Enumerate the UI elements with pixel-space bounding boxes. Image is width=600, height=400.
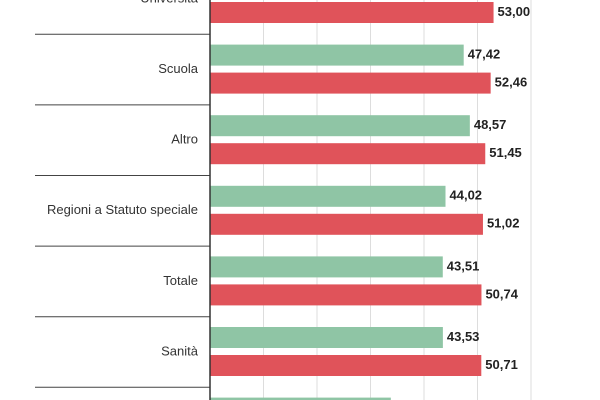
category-label: Altro <box>171 132 198 147</box>
bar <box>210 284 482 306</box>
category-label: Totale <box>163 273 198 288</box>
bar <box>210 397 391 400</box>
value-label: 50,71 <box>485 357 518 372</box>
value-label: 52,46 <box>495 75 528 90</box>
bar <box>210 44 464 66</box>
category-label: Scuola <box>158 61 199 76</box>
bar <box>210 355 482 376</box>
value-label: 44,02 <box>450 188 483 203</box>
value-label: 43,51 <box>447 258 480 273</box>
value-label: 48,57 <box>474 117 507 132</box>
value-label: 51,45 <box>489 145 522 160</box>
value-label: 50,74 <box>485 286 518 301</box>
category-label: Sanità <box>161 343 199 358</box>
value-label: 51,02 <box>487 216 520 231</box>
bar <box>210 256 443 278</box>
value-label: 53,00 <box>498 4 531 19</box>
bar <box>210 72 491 94</box>
bar <box>210 185 446 207</box>
bar <box>210 2 494 23</box>
bar <box>210 115 470 137</box>
category-label: Università <box>140 0 199 5</box>
value-label: 43,53 <box>447 329 480 344</box>
bar <box>210 327 443 348</box>
bar <box>210 213 483 235</box>
value-label: 47,42 <box>468 47 501 62</box>
category-label: Regioni a Statuto speciale <box>47 202 198 217</box>
bar <box>210 143 486 165</box>
